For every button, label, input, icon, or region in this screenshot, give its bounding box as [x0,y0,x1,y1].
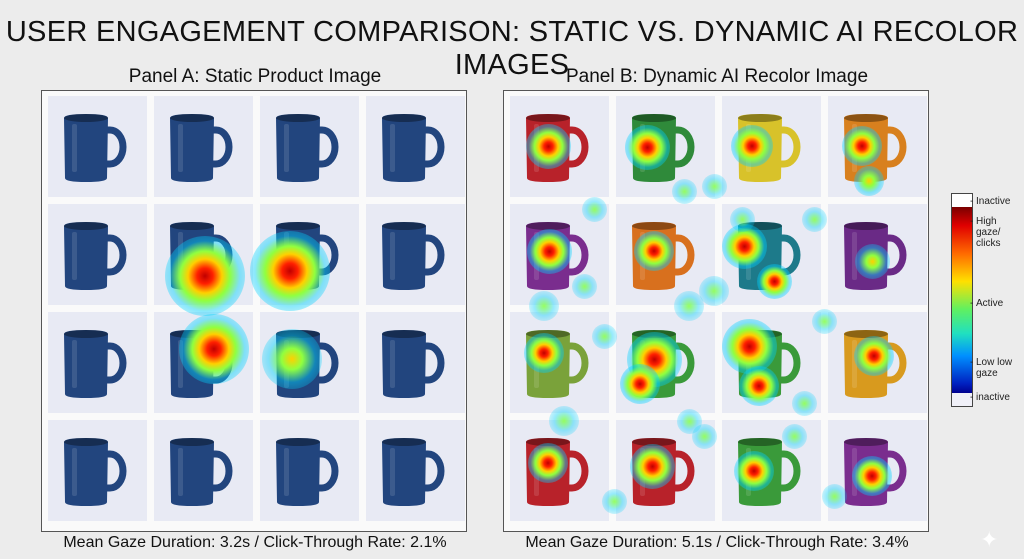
legend-label-low: Low low gaze [970,357,1021,379]
mug-image [844,438,907,506]
mug-image [632,330,695,398]
panel-a-mug-cell [154,420,253,521]
legend-label-high: High gaze/ clicks [970,216,1016,249]
panel-a-mug-cell [366,96,465,197]
mug-image [170,222,233,290]
mug-image [382,222,445,290]
mug-image [844,330,907,398]
mug-image [844,222,907,290]
legend-label-active: Active [970,298,1003,309]
mug-image [382,330,445,398]
panel-a-mug-cell [366,204,465,305]
mug-image [276,438,339,506]
panel-b-mug-cell [510,420,609,521]
panel-b-title: Panel B: Dynamic AI Recolor Image [565,66,869,87]
sparkle-icon: ✦ [980,527,999,552]
mug-image [276,222,339,290]
mug-image [738,222,801,290]
mug-image [526,222,589,290]
mug-image [64,330,127,398]
panel-a-title: Panel A: Static Product Image [128,66,382,87]
panel-b-mug-cell [616,312,715,413]
panel-b-grid [503,90,929,532]
panel-a-mug-cell [260,204,359,305]
main-title: USER ENGAGEMENT COMPARISON: STATIC VS. D… [5,16,1019,81]
panel-a-mug-cell [48,96,147,197]
mug-image [632,222,695,290]
panel-a-mug-cell [366,312,465,413]
mug-image [64,222,127,290]
mug-image [632,114,695,182]
panel-a-mug-cell [154,312,253,413]
panel-a-mug-cell [260,420,359,521]
mug-image [64,438,127,506]
panel-a-mug-cell [260,312,359,413]
panel-b-mug-cell [828,420,927,521]
panel-a-grid [41,90,467,532]
mug-image [738,438,801,506]
panel-a-mug-cell [48,312,147,413]
mug-image [844,114,907,182]
mug-image [170,438,233,506]
mug-image [170,114,233,182]
panel-b-mug-cell [828,204,927,305]
panel-a-mug-cell [260,96,359,197]
panel-a-mug-cell [154,204,253,305]
mug-image [170,330,233,398]
panel-b-stats: Mean Gaze Duration: 5.1s / Click-Through… [525,534,909,551]
panel-a-mug-cell [366,420,465,521]
panel-b-mug-cell [510,204,609,305]
legend-label-inactive-top: Inactive [970,196,1011,207]
mug-image [526,330,589,398]
mug-image [738,330,801,398]
mug-image [526,114,589,182]
legend-label-inactive-bottom: inactive [970,392,1010,403]
panel-a-mug-cell [154,96,253,197]
panel-b-mug-cell [722,312,821,413]
panel-b-mug-cell [828,96,927,197]
panel-b-mug-cell [722,420,821,521]
panel-a-mug-cell [48,204,147,305]
mug-image [632,438,695,506]
mug-image [382,438,445,506]
panel-b-mug-cell [828,312,927,413]
panel-b-mug-cell [722,204,821,305]
panel-b-mug-cell [510,96,609,197]
panel-b-mug-cell [616,420,715,521]
mug-image [526,438,589,506]
mug-image [382,114,445,182]
mug-image [64,114,127,182]
panel-b-mug-cell [616,204,715,305]
mug-image [276,330,339,398]
panel-a-mug-cell [48,420,147,521]
panel-b-mug-cell [722,96,821,197]
mug-image [738,114,801,182]
panel-b-mug-cell [616,96,715,197]
panel-a-stats: Mean Gaze Duration: 3.2s / Click-Through… [63,534,447,551]
panel-b-mug-cell [510,312,609,413]
mug-image [276,114,339,182]
